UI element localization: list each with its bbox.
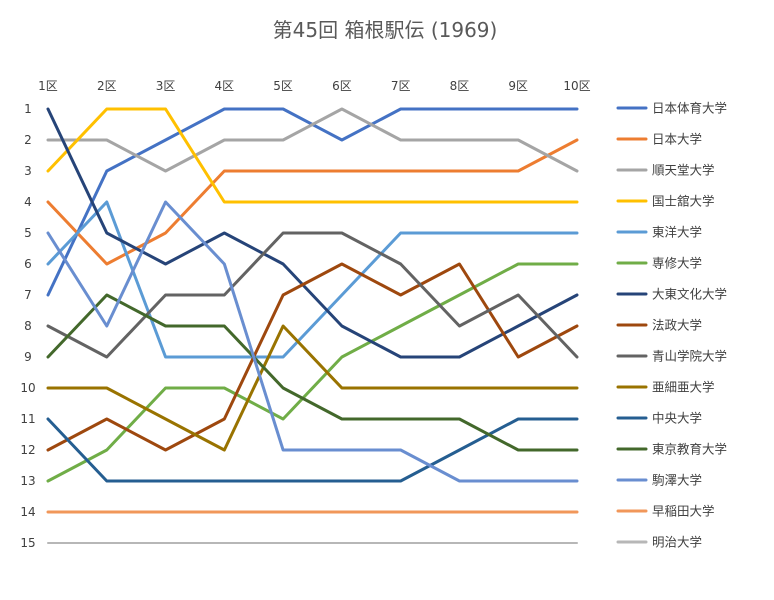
legend: 日本体育大学日本大学順天堂大学国士舘大学東洋大学専修大学大東文化大学法政大学青山… [616, 101, 727, 550]
legend-label: 東洋大学 [652, 225, 702, 240]
y-tick-label: 1 [24, 102, 32, 116]
series-line [46, 107, 579, 204]
legend-label: 亜細亜大学 [652, 380, 715, 395]
x-tick-label: 3区 [156, 79, 176, 93]
x-tick-label: 7区 [391, 79, 411, 93]
legend-label: 国士舘大学 [652, 194, 715, 209]
x-tick-label: 9区 [508, 79, 528, 93]
series-line [46, 293, 579, 452]
legend-label: 法政大学 [652, 318, 702, 333]
y-tick-label: 7 [24, 288, 32, 302]
legend-label: 明治大学 [652, 535, 702, 550]
x-tick-label: 1区 [38, 79, 58, 93]
y-tick-label: 5 [24, 226, 32, 240]
x-tick-label: 2区 [97, 79, 117, 93]
legend-label: 青山学院大学 [652, 349, 727, 364]
series-line [46, 107, 579, 359]
y-tick-label: 6 [24, 257, 32, 271]
legend-label: 駒澤大学 [652, 473, 702, 488]
y-tick-label: 11 [20, 412, 35, 426]
legend-label: 中央大学 [652, 411, 702, 426]
x-axis-ticks: 1区 2区 3区 4区 5区 6区 7区 8区 9区 10区 [38, 79, 590, 93]
chart-title: 第45回 箱根駅伝 (1969) [273, 18, 498, 42]
y-tick-label: 12 [20, 443, 35, 457]
series-line [46, 107, 579, 173]
y-tick-label: 10 [20, 381, 35, 395]
x-tick-label: 8区 [450, 79, 470, 93]
series-line [46, 324, 579, 452]
y-tick-label: 9 [24, 350, 32, 364]
series-line [46, 200, 579, 359]
legend-label: 東京教育大学 [652, 442, 727, 457]
legend-label: 日本大学 [652, 132, 702, 147]
y-tick-label: 3 [24, 164, 32, 178]
legend-label: 順天堂大学 [652, 163, 715, 178]
x-tick-label: 10区 [563, 79, 590, 93]
legend-label: 専修大学 [652, 256, 702, 271]
series-lines [46, 107, 579, 544]
x-tick-label: 5区 [273, 79, 293, 93]
y-tick-label: 15 [20, 536, 35, 550]
series-line [46, 200, 579, 483]
x-tick-label: 4区 [215, 79, 235, 93]
y-tick-label: 13 [20, 474, 35, 488]
y-tick-label: 14 [20, 505, 35, 519]
y-tick-label: 4 [24, 195, 32, 209]
y-tick-label: 8 [24, 319, 32, 333]
series-line [46, 231, 579, 359]
legend-label: 日本体育大学 [652, 101, 727, 116]
series-line [46, 262, 579, 483]
x-tick-label: 6区 [332, 79, 352, 93]
legend-label: 大東文化大学 [652, 287, 727, 302]
legend-label: 早稲田大学 [652, 504, 715, 519]
y-tick-label: 2 [24, 133, 32, 147]
